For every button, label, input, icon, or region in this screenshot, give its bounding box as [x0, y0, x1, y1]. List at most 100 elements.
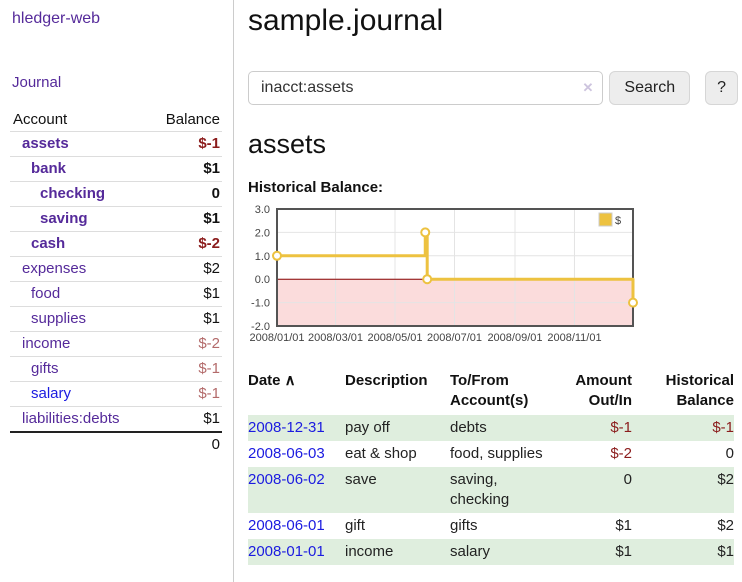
account-balance: $1 [147, 306, 222, 332]
main-content: sample.journal ✕ Search ? assets Histori… [248, 0, 738, 565]
legend-label: $ [615, 215, 621, 227]
svg-text:2008/01/01: 2008/01/01 [249, 332, 304, 344]
account-link[interactable]: expenses [22, 260, 87, 277]
register-accounts: saving, checking [450, 471, 510, 508]
account-row: cash $-2 [10, 231, 222, 257]
account-row: saving $1 [10, 206, 222, 232]
svg-text:3.0: 3.0 [255, 204, 270, 216]
register-date-cell: 2008-06-03 [248, 441, 345, 467]
register-table: Date ∧ Description To/From Account(s) Amount… [248, 369, 734, 565]
register-amount: $-1 [610, 419, 632, 436]
accounts-table: Account Balance assets $-1 bank $1 checking 0… [10, 109, 222, 455]
account-link[interactable]: gifts [31, 360, 59, 377]
account-link[interactable]: food [31, 285, 61, 302]
svg-text:-1.0: -1.0 [251, 298, 270, 310]
register-description: pay off [345, 419, 390, 436]
account-balance: $2 [147, 256, 222, 282]
register-column-header-amount: Amount Out/In [575, 372, 632, 409]
register-row[interactable]: 2008-06-03 eat & shop food, supplies $-2 0 [248, 441, 734, 467]
register-accounts: food, supplies [450, 445, 543, 462]
account-balance: $1 [147, 281, 222, 307]
search-input[interactable] [248, 71, 604, 105]
account-balance: $1 [147, 406, 222, 432]
register-balance: $2 [717, 471, 734, 488]
register-row[interactable]: 2008-06-01 gift gifts $1 $2 [248, 513, 734, 539]
clear-search-icon[interactable]: ✕ [582, 80, 594, 95]
account-link[interactable]: saving [40, 210, 88, 227]
svg-text:0.0: 0.0 [255, 274, 270, 286]
page-title: sample.journal [248, 4, 444, 37]
accounts-table-body: assets $-1 bank $1 checking 0 saving $1 cash $-2 e… [10, 131, 222, 432]
register-date-cell: 2008-06-01 [248, 513, 345, 539]
register-description: gift [345, 517, 366, 534]
account-link[interactable]: assets [22, 135, 69, 152]
register-row[interactable]: 2008-01-01 income salary $1 $1 [248, 539, 734, 565]
transaction-date-link[interactable]: 2008-12-31 [248, 419, 325, 436]
account-balance: $-1 [147, 356, 222, 382]
account-row: assets $-1 [10, 131, 222, 157]
transaction-date-link[interactable]: 2008-06-02 [248, 471, 325, 488]
account-row: liabilities:debts $1 [10, 406, 222, 432]
app-brand-link[interactable]: hledger-web [12, 10, 101, 27]
register-amount: 0 [623, 471, 632, 488]
register-column-header-tofrom: To/From Account(s) [450, 372, 529, 409]
account-balance: $-2 [147, 231, 222, 257]
register-column-header-date[interactable]: Date ∧ [248, 372, 296, 389]
transaction-date-link[interactable]: 2008-06-03 [248, 445, 325, 462]
account-row: salary $-1 [10, 381, 222, 407]
svg-text:2008/03/01: 2008/03/01 [308, 332, 363, 344]
register-accounts: debts [450, 419, 487, 436]
account-heading: assets [248, 129, 327, 159]
register-row[interactable]: 2008-06-02 save saving, checking 0 $2 [248, 467, 734, 513]
register-accounts: gifts [450, 517, 478, 534]
account-balance: $-1 [147, 131, 222, 157]
sidebar-divider [233, 0, 234, 582]
account-link[interactable]: bank [31, 160, 67, 177]
accounts-header-row: Account Balance [10, 109, 222, 132]
svg-text:2008/05/01: 2008/05/01 [367, 332, 422, 344]
register-amount: $1 [615, 517, 632, 534]
account-row: gifts $-1 [10, 356, 222, 382]
register-date-cell: 2008-06-02 [248, 467, 345, 513]
account-link[interactable]: income [22, 335, 71, 352]
account-row: bank $1 [10, 156, 222, 182]
account-balance: $-1 [147, 381, 222, 407]
account-link[interactable]: liabilities:debts [22, 410, 120, 427]
account-balance: $-2 [147, 331, 222, 357]
register-balance: 0 [725, 445, 734, 462]
account-row: checking 0 [10, 181, 222, 207]
register-accounts: salary [450, 543, 491, 560]
account-row: food $1 [10, 281, 222, 307]
account-link[interactable]: checking [40, 185, 106, 202]
sort-ascending-icon: ∧ [280, 372, 296, 389]
transaction-date-link[interactable]: 2008-01-01 [248, 543, 325, 560]
search-form: ✕ Search ? [248, 71, 738, 105]
register-row[interactable]: 2008-12-31 pay off debts $-1 $-1 [248, 415, 734, 441]
svg-text:-2.0: -2.0 [251, 321, 270, 333]
register-balance: $2 [717, 517, 734, 534]
sidebar-item-journal[interactable]: Journal [12, 74, 62, 91]
svg-text:1.0: 1.0 [255, 251, 270, 263]
accounts-total-value: 0 [147, 431, 222, 455]
register-description: eat & shop [345, 445, 417, 462]
account-link[interactable]: salary [31, 385, 72, 402]
svg-text:2008/11/01: 2008/11/01 [547, 332, 601, 344]
register-amount: $-2 [610, 445, 632, 462]
accounts-header-account: Account [13, 111, 68, 128]
svg-text:2008/07/01: 2008/07/01 [427, 332, 482, 344]
sidebar: hledger-web Journal Account Balance asse… [0, 0, 224, 455]
register-column-header-historical: Historical Balance [665, 372, 734, 409]
account-link[interactable]: cash [31, 235, 66, 252]
legend-color-swatch [598, 212, 613, 227]
account-row: income $-2 [10, 331, 222, 357]
account-balance: 0 [147, 181, 222, 207]
register-balance: $1 [717, 543, 734, 560]
svg-text:2.0: 2.0 [255, 227, 270, 239]
accounts-header-balance: Balance [165, 111, 220, 128]
help-button[interactable]: ? [705, 71, 738, 105]
account-row: supplies $1 [10, 306, 222, 332]
account-link[interactable]: supplies [31, 310, 87, 327]
transaction-date-link[interactable]: 2008-06-01 [248, 517, 325, 534]
search-button[interactable]: Search [609, 71, 691, 105]
